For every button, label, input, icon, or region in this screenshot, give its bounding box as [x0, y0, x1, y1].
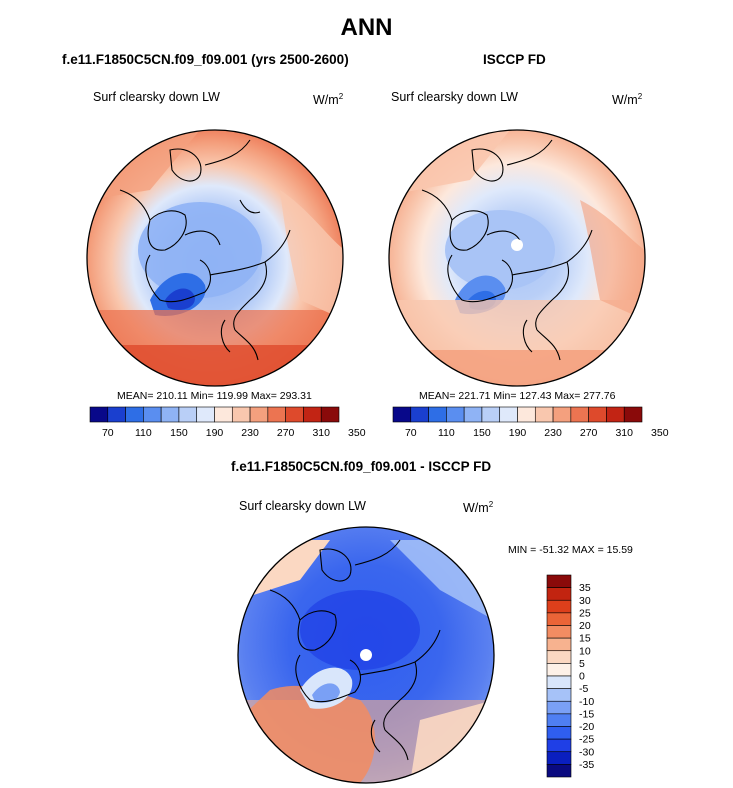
- colorbar3-label-0: 35: [579, 582, 591, 594]
- colorbar3-box-4: [546, 625, 572, 639]
- colorbar3-box-11: [546, 713, 572, 727]
- figure-title: ANN: [340, 14, 393, 41]
- colorbar2-box-8: [534, 406, 554, 423]
- colorbar3-label-3: 20: [579, 620, 591, 632]
- colorbar3-box-13: [546, 738, 572, 753]
- colorbar2-label-2: 150: [473, 427, 491, 439]
- colorbar2-label-0: 70: [405, 427, 417, 439]
- colorbar2-label-3: 190: [509, 427, 527, 439]
- colorbar1-label-1: 110: [135, 427, 152, 439]
- panel2-variable: Surf clearsky down LW: [391, 90, 518, 104]
- colorbar3-box-6: [546, 650, 572, 664]
- panel2-pole-hole: [511, 239, 523, 251]
- colorbar1-box-4: [160, 406, 180, 423]
- colorbar1-label-2: 150: [170, 427, 188, 439]
- colorbar3-box-10: [546, 700, 572, 715]
- panel3-stats: MIN = -51.32 MAX = 15.59: [508, 544, 633, 556]
- colorbar3-box-7: [546, 663, 572, 677]
- panel2-stats: MEAN= 221.71 Min= 127.43 Max= 277.76: [419, 390, 616, 402]
- colorbar1-label-3: 190: [206, 427, 224, 439]
- panel2-units: W/m2: [612, 92, 643, 108]
- colorbar3-label-12: -25: [579, 734, 594, 746]
- colorbar3-box-0: [546, 574, 572, 588]
- colorbar1-box-5: [178, 406, 198, 423]
- colorbar3-box-1: [546, 587, 572, 601]
- colorbar2-label-7: 350: [651, 427, 669, 439]
- colorbar1-box-12: [303, 406, 322, 423]
- colorbar1-box-3: [143, 406, 162, 423]
- colorbar1-label-0: 70: [102, 427, 114, 439]
- colorbar3-label-13: -30: [579, 746, 594, 758]
- colorbar3-box-9: [546, 688, 572, 702]
- colorbar1-label-5: 270: [277, 427, 295, 439]
- colorbar3-box-15: [546, 764, 572, 778]
- colorbar3-label-4: 15: [579, 633, 591, 645]
- colorbar1-label-4: 230: [241, 427, 259, 439]
- panel3-units: W/m2: [463, 500, 494, 516]
- panel3-pole-hole: [360, 649, 372, 661]
- colorbar2-label-1: 110: [438, 427, 455, 439]
- panel3-title: f.e11.F1850C5CN.f09_f09.001 - ISCCP FD: [231, 459, 492, 474]
- colorbar3-box-12: [546, 726, 572, 740]
- colorbar3-label-2: 25: [579, 607, 591, 619]
- colorbar1-box-8: [231, 406, 251, 423]
- colorbar2-label-6: 310: [615, 427, 633, 439]
- colorbar2-box-2: [428, 406, 447, 423]
- panel1-title: f.e11.F1850C5CN.f09_f09.001 (yrs 2500-26…: [62, 52, 349, 67]
- colorbar3-box-3: [546, 612, 572, 626]
- colorbar1-box-11: [285, 406, 304, 423]
- colorbar1-box-0: [89, 406, 109, 423]
- panel2-title: ISCCP FD: [483, 52, 546, 67]
- colorbar1-label-6: 310: [312, 427, 330, 439]
- colorbar1-box-1: [107, 406, 126, 423]
- colorbar2-box-3: [446, 406, 465, 423]
- colorbar3-label-14: -35: [579, 759, 594, 771]
- panel3-variable: Surf clearsky down LW: [239, 499, 366, 513]
- panel1-variable: Surf clearsky down LW: [93, 90, 220, 104]
- panel1-colorbar: 70 110 150 190 230 270 310 350: [89, 406, 366, 439]
- colorbar3-label-9: -10: [579, 696, 594, 708]
- colorbar2-label-4: 230: [544, 427, 562, 439]
- colorbar2-box-12: [606, 406, 625, 423]
- colorbar1-box-9: [249, 406, 269, 423]
- colorbar3-box-14: [546, 751, 572, 765]
- colorbar2-label-5: 270: [580, 427, 598, 439]
- panel2-colorbar: 70 110 150 190 230 270 310 350: [392, 406, 669, 439]
- colorbar1-box-6: [196, 406, 215, 423]
- colorbar2-box-1: [410, 406, 429, 423]
- colorbar1-box-10: [267, 406, 286, 423]
- colorbar3-label-11: -20: [579, 721, 594, 733]
- colorbar3-box-2: [546, 599, 572, 614]
- colorbar1-label-7: 350: [348, 427, 366, 439]
- colorbar3-label-1: 30: [579, 595, 591, 607]
- colorbar2-box-9: [552, 406, 572, 423]
- colorbar2-box-11: [588, 406, 607, 423]
- colorbar3-label-8: -5: [579, 683, 588, 695]
- panel3-map: [237, 526, 495, 784]
- colorbar2-box-0: [392, 406, 412, 423]
- colorbar2-box-5: [481, 406, 501, 423]
- colorbar1-box-2: [125, 406, 144, 423]
- colorbar2-box-13: [623, 406, 643, 423]
- panel1-stats: MEAN= 210.11 Min= 119.99 Max= 293.31: [117, 390, 312, 402]
- panel2-map: [388, 129, 646, 387]
- colorbar3-label-7: 0: [579, 671, 585, 683]
- colorbar2-box-7: [517, 406, 536, 423]
- colorbar3-label-6: 5: [579, 658, 585, 670]
- colorbar3-box-8: [546, 675, 572, 689]
- colorbar3-label-10: -15: [579, 708, 594, 720]
- panel1-units: W/m2: [313, 92, 344, 108]
- colorbar2-box-4: [463, 406, 483, 423]
- colorbar2-box-6: [499, 406, 518, 423]
- colorbar3-label-5: 10: [579, 645, 591, 657]
- panel1-map: [86, 129, 344, 387]
- colorbar1-box-7: [214, 406, 233, 423]
- colorbar3-box-5: [546, 637, 572, 652]
- colorbar2-box-10: [570, 406, 589, 423]
- colorbar1-box-13: [320, 406, 340, 423]
